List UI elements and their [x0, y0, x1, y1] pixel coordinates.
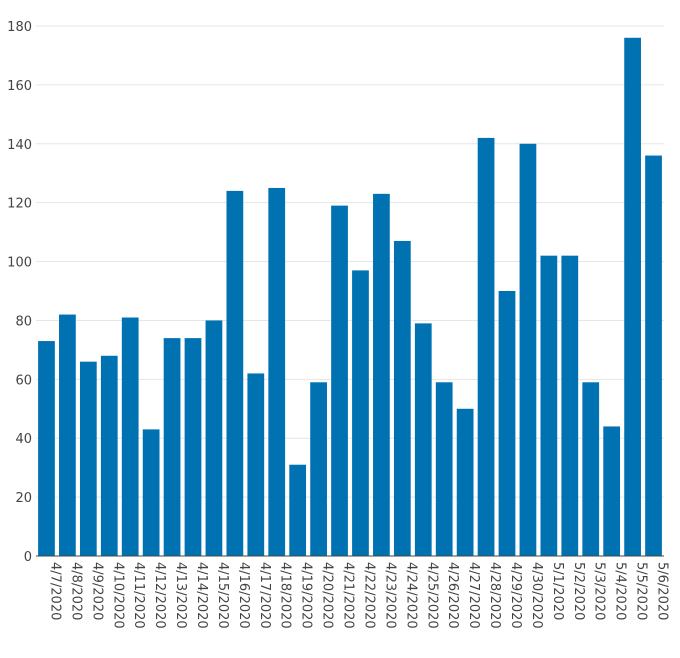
bar	[519, 143, 537, 556]
x-tick-label: 5/3/2020	[592, 562, 607, 620]
grid-lines	[36, 25, 664, 498]
bar	[498, 291, 516, 556]
bar	[456, 408, 474, 556]
x-tick-label: 4/29/2020	[508, 562, 523, 629]
x-tick-label: 4/12/2020	[152, 562, 167, 629]
y-tick-label: 140	[7, 138, 32, 153]
x-tick-label: 4/7/2020	[47, 562, 62, 620]
y-axis-ticks: 0 20 40 60 80 100 120 140 160 180	[7, 20, 32, 565]
y-tick-label: 20	[15, 491, 32, 506]
x-tick-label: 4/16/2020	[236, 562, 251, 629]
bar	[645, 155, 662, 557]
x-tick-label: 4/27/2020	[466, 562, 481, 629]
x-tick-label: 5/4/2020	[613, 562, 628, 620]
bar	[226, 190, 244, 556]
bar	[414, 323, 432, 556]
bar	[59, 314, 76, 556]
x-tick-label: 4/18/2020	[278, 562, 293, 629]
y-tick-label: 40	[15, 432, 32, 447]
y-tick-label: 100	[7, 256, 32, 271]
x-tick-label: 4/19/2020	[299, 562, 314, 629]
bar	[582, 382, 600, 556]
y-tick-label: 160	[7, 79, 32, 94]
x-tick-label: 4/20/2020	[320, 562, 335, 629]
y-tick-label: 60	[15, 373, 32, 388]
x-tick-label: 4/23/2020	[382, 562, 397, 629]
bar	[603, 426, 621, 556]
bar	[142, 429, 160, 556]
bar	[561, 255, 579, 556]
x-tick-label: 4/26/2020	[445, 562, 460, 629]
bar	[205, 320, 223, 556]
bar	[184, 338, 202, 556]
bar	[624, 37, 641, 557]
x-tick-label: 4/21/2020	[341, 562, 356, 629]
bar	[268, 187, 286, 556]
bars	[38, 37, 662, 557]
bar	[477, 137, 495, 556]
bar	[393, 240, 411, 556]
x-axis-labels: 4/7/2020 4/8/2020 4/9/2020 4/10/2020 4/11/20…	[47, 562, 669, 629]
y-tick-label: 0	[24, 550, 32, 565]
x-tick-label: 5/6/2020	[655, 562, 670, 620]
bar	[331, 205, 348, 556]
bar	[435, 382, 453, 556]
bar	[38, 341, 55, 556]
x-tick-label: 4/30/2020	[529, 562, 544, 629]
x-tick-label: 4/14/2020	[194, 562, 209, 629]
y-tick-label: 120	[7, 197, 32, 212]
x-tick-label: 5/2/2020	[571, 562, 586, 620]
x-tick-label: 4/9/2020	[89, 562, 104, 620]
x-tick-label: 5/1/2020	[550, 562, 565, 620]
bar	[100, 355, 118, 556]
x-tick-label: 4/24/2020	[403, 562, 418, 629]
bar	[373, 193, 390, 557]
x-tick-label: 4/13/2020	[173, 562, 188, 629]
y-tick-label: 80	[15, 314, 32, 329]
x-tick-label: 4/17/2020	[257, 562, 272, 629]
x-tick-label: 4/28/2020	[487, 562, 502, 629]
x-tick-label: 4/22/2020	[361, 562, 376, 629]
x-tick-label: 4/25/2020	[424, 562, 439, 629]
x-tick-label: 4/11/2020	[131, 562, 146, 629]
bar	[79, 361, 97, 556]
bar	[310, 382, 327, 556]
bar	[289, 464, 307, 556]
bar	[121, 317, 139, 556]
y-tick-label: 180	[7, 20, 32, 35]
x-tick-label: 4/8/2020	[68, 562, 83, 620]
bar	[540, 255, 558, 556]
bar	[163, 338, 181, 556]
bar	[352, 270, 369, 556]
bar	[247, 373, 265, 556]
x-tick-label: 4/15/2020	[215, 562, 230, 629]
x-tick-label: 5/5/2020	[634, 562, 649, 620]
x-tick-label: 4/10/2020	[110, 562, 125, 629]
